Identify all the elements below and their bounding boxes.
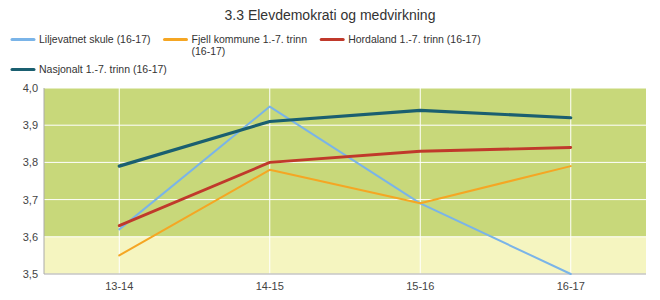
legend-item: Fjell kommune 1.-7. trinn(16-17)	[164, 33, 307, 57]
y-tick-label: 3,9	[23, 119, 38, 131]
legend-label: Hordaland 1.-7. trinn (16-17)	[348, 33, 481, 45]
background-band	[44, 237, 646, 274]
legend-item: Hordaland 1.-7. trinn (16-17)	[321, 33, 481, 45]
y-axis-line	[44, 88, 45, 274]
x-tick-label: 13-14	[105, 280, 133, 292]
grid-line	[269, 88, 270, 274]
title: 3.3 Elevdemokrati og medvirkning	[225, 7, 436, 23]
x-tick-label: 14-15	[256, 280, 284, 292]
legend-swatch	[12, 38, 34, 41]
grid-line	[44, 199, 646, 200]
legend-label: Liljevatnet skule (16-17)	[39, 33, 150, 45]
series-line	[119, 148, 571, 226]
x-tick-label: 16-17	[557, 280, 585, 292]
grid-line	[44, 88, 646, 89]
legend-item: Nasjonalt 1.-7. trinn (16-17)	[12, 63, 167, 75]
grid-line	[44, 274, 646, 275]
legend-swatch	[12, 68, 34, 71]
legend-label: Fjell kommune 1.-7. trinn(16-17)	[191, 33, 307, 57]
legend: Liljevatnet skule (16-17) Fjell kommune 1…	[12, 33, 481, 75]
series-line	[119, 107, 571, 274]
legend-swatch	[321, 38, 343, 41]
chart-svg: 3.3 Elevdemokrati og medvirkning Liljevat…	[0, 0, 660, 300]
x-axis-line	[44, 274, 646, 275]
chart-container: 3.3 Elevdemokrati og medvirkning Liljevat…	[0, 0, 660, 300]
y-tick-label: 3,7	[23, 194, 38, 206]
grid-line	[119, 88, 120, 274]
y-tick-label: 3,8	[23, 156, 38, 168]
series-lines	[119, 107, 571, 274]
grid-line	[420, 88, 421, 274]
grid	[44, 88, 646, 274]
y-axis: 3,5 3,6 3,7 3,8 3,9 4,0	[23, 82, 38, 280]
legend-swatch	[164, 38, 186, 41]
series-line	[119, 110, 571, 166]
y-tick-label: 3,5	[23, 268, 38, 280]
grid-line	[44, 125, 646, 126]
y-tick-label: 4,0	[23, 82, 38, 94]
legend-label: Nasjonalt 1.-7. trinn (16-17)	[39, 63, 167, 75]
grid-line	[570, 88, 571, 274]
x-tick-label: 15-16	[406, 280, 434, 292]
legend-item: Liljevatnet skule (16-17)	[12, 33, 150, 45]
bands	[44, 88, 646, 274]
grid-line	[44, 236, 646, 237]
y-tick-label: 3,6	[23, 231, 38, 243]
background-band	[44, 88, 646, 237]
series-line	[119, 166, 571, 255]
x-axis: 13-14 14-15 15-16 16-17	[105, 280, 585, 292]
